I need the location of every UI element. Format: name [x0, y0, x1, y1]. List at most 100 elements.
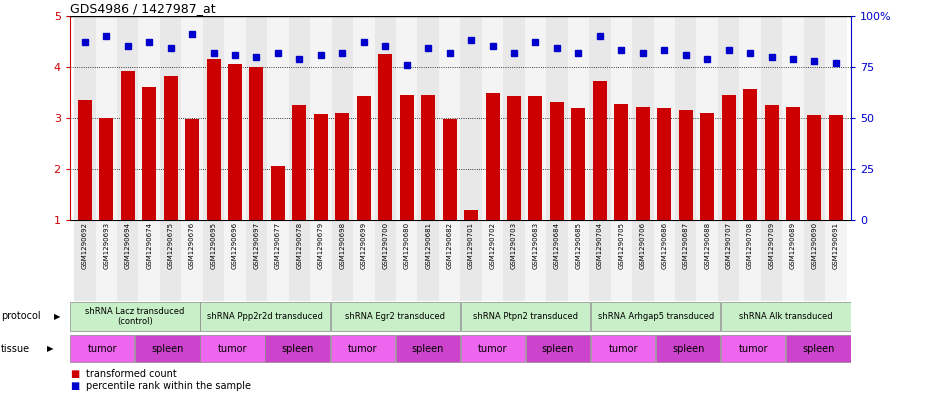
Text: GSM1290708: GSM1290708	[747, 222, 753, 269]
Text: GSM1290679: GSM1290679	[318, 222, 324, 269]
Bar	[786, 335, 851, 362]
Text: GSM1290709: GSM1290709	[768, 222, 775, 269]
Text: ■: ■	[70, 369, 79, 379]
Text: tumor: tumor	[218, 344, 247, 354]
Bar	[396, 16, 418, 220]
Bar	[804, 220, 825, 301]
Text: GSM1290681: GSM1290681	[425, 222, 432, 269]
Text: spleen: spleen	[282, 344, 313, 354]
Bar	[567, 16, 589, 220]
Bar	[357, 96, 371, 220]
Text: protocol: protocol	[1, 311, 41, 321]
Bar	[700, 113, 714, 220]
Bar	[675, 220, 697, 301]
Bar	[615, 104, 629, 220]
Bar	[117, 16, 139, 220]
Bar	[375, 220, 396, 301]
Bar	[439, 16, 460, 220]
Bar	[611, 16, 632, 220]
Text: GSM1290689: GSM1290689	[790, 222, 796, 269]
Bar	[782, 16, 804, 220]
Bar	[761, 220, 782, 301]
Bar	[589, 220, 611, 301]
Bar	[135, 335, 200, 362]
Text: GSM1290700: GSM1290700	[382, 222, 388, 269]
Text: tumor: tumor	[738, 344, 768, 354]
Bar	[139, 220, 160, 301]
Text: GSM1290702: GSM1290702	[489, 222, 496, 269]
Text: GSM1290691: GSM1290691	[833, 222, 839, 269]
Bar	[224, 16, 246, 220]
Bar	[550, 101, 564, 220]
Bar	[206, 59, 220, 220]
Bar	[697, 220, 718, 301]
Bar	[679, 110, 693, 220]
Bar	[654, 220, 675, 301]
Text: transformed count: transformed count	[86, 369, 177, 379]
Bar	[142, 87, 156, 220]
Bar	[396, 220, 418, 301]
Bar	[721, 335, 786, 362]
Bar	[203, 220, 224, 301]
Bar	[224, 220, 246, 301]
Bar	[807, 116, 821, 220]
Bar	[418, 220, 439, 301]
Bar	[185, 119, 199, 220]
Bar	[464, 210, 478, 220]
Bar	[567, 220, 589, 301]
Bar	[160, 16, 181, 220]
Bar	[482, 16, 503, 220]
Bar	[164, 76, 178, 220]
Bar	[636, 107, 650, 220]
Bar	[722, 95, 736, 220]
Bar	[332, 16, 353, 220]
Text: GSM1290675: GSM1290675	[167, 222, 174, 269]
Text: GSM1290685: GSM1290685	[576, 222, 581, 269]
Bar	[265, 335, 330, 362]
Text: GSM1290706: GSM1290706	[640, 222, 645, 269]
Bar	[375, 16, 396, 220]
Bar	[310, 16, 332, 220]
Bar	[400, 95, 414, 220]
Text: GSM1290676: GSM1290676	[189, 222, 195, 269]
Text: GSM1290684: GSM1290684	[554, 222, 560, 269]
Bar	[353, 16, 375, 220]
Text: GSM1290680: GSM1290680	[404, 222, 410, 269]
Text: GSM1290677: GSM1290677	[275, 222, 281, 269]
Bar	[74, 16, 96, 220]
Bar	[764, 105, 778, 220]
Text: GDS4986 / 1427987_at: GDS4986 / 1427987_at	[70, 2, 216, 15]
Bar	[310, 220, 332, 301]
Bar	[181, 220, 203, 301]
Text: shRNA Lacz transduced
(control): shRNA Lacz transduced (control)	[86, 307, 184, 326]
Text: spleen: spleen	[542, 344, 574, 354]
Text: GSM1290688: GSM1290688	[704, 222, 711, 269]
Bar	[592, 81, 606, 220]
Text: shRNA Egr2 transduced: shRNA Egr2 transduced	[345, 312, 445, 321]
Bar	[507, 96, 521, 220]
Bar	[96, 16, 117, 220]
Text: GSM1290704: GSM1290704	[597, 222, 603, 269]
Bar	[632, 220, 654, 301]
Bar	[443, 119, 457, 220]
Bar	[718, 16, 739, 220]
Text: GSM1290678: GSM1290678	[297, 222, 302, 269]
Bar	[525, 220, 546, 301]
Text: GSM1290693: GSM1290693	[103, 222, 109, 269]
Bar	[632, 16, 654, 220]
Bar	[656, 335, 721, 362]
Bar	[246, 16, 267, 220]
Bar	[528, 96, 542, 220]
Bar	[313, 114, 327, 220]
Text: tissue: tissue	[1, 344, 30, 354]
Bar	[203, 16, 224, 220]
Bar	[460, 302, 591, 331]
Bar	[739, 16, 761, 220]
Bar	[271, 167, 285, 220]
Bar	[658, 108, 671, 220]
Bar	[395, 335, 460, 362]
Bar	[721, 302, 851, 331]
Bar	[160, 220, 181, 301]
Bar	[546, 220, 567, 301]
Text: spleen: spleen	[672, 344, 704, 354]
